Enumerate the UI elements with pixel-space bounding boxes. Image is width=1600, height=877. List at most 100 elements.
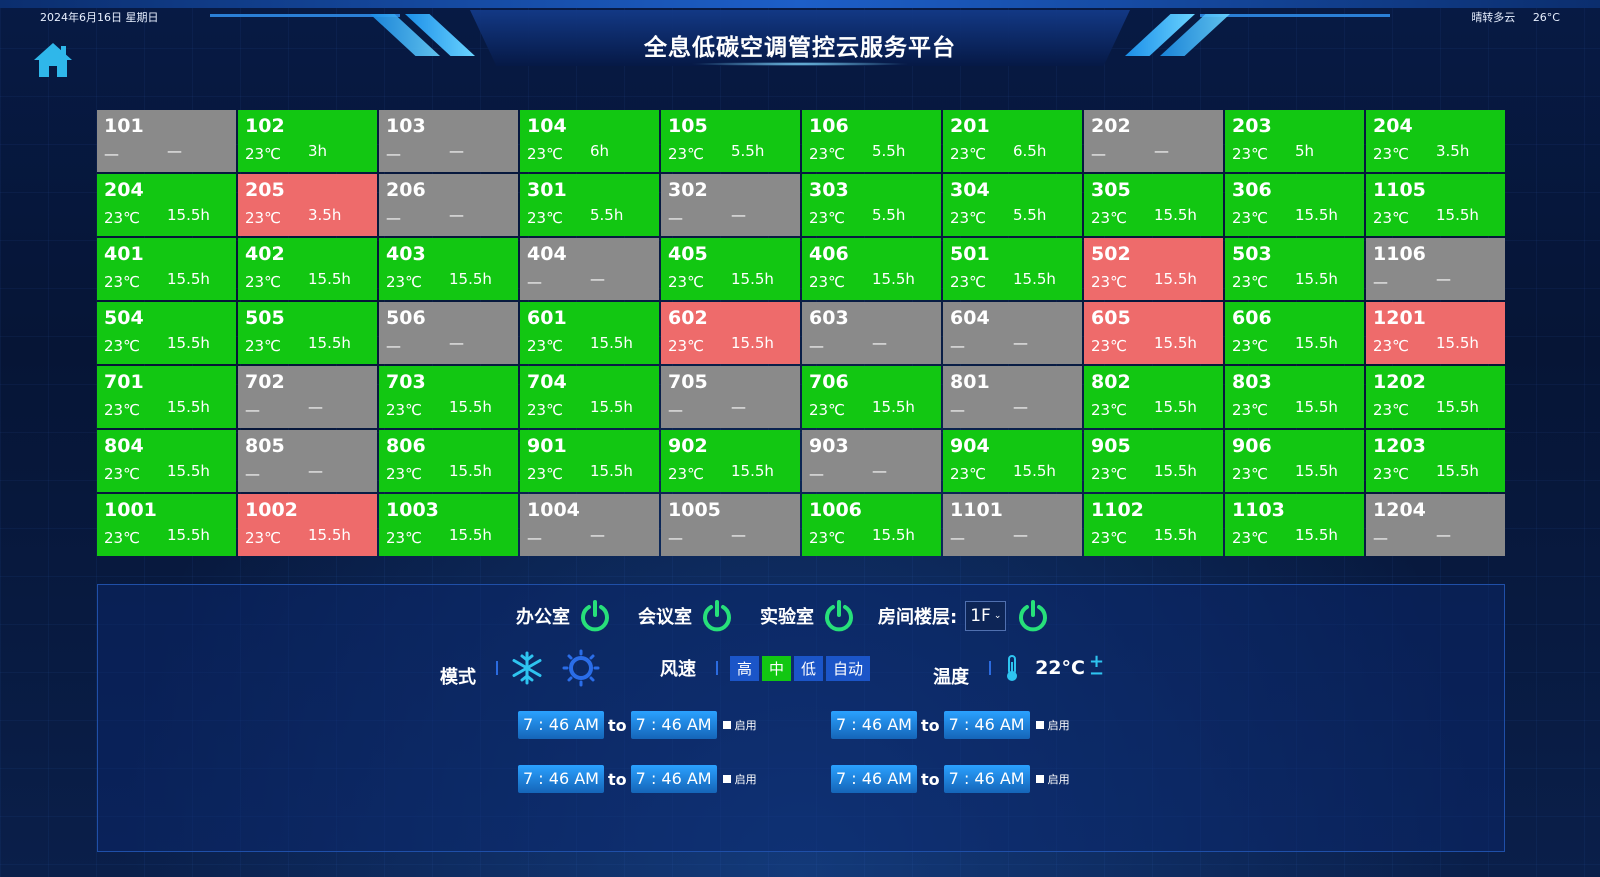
room-cell[interactable]: 903 — — (802, 430, 941, 492)
room-cell[interactable]: 405 23℃ 15.5h (661, 238, 800, 300)
room-cell[interactable]: 804 23℃ 15.5h (97, 430, 236, 492)
room-cell[interactable]: 701 23℃ 15.5h (97, 366, 236, 428)
meeting-power-icon[interactable] (700, 599, 734, 633)
room-cell[interactable]: 906 23℃ 15.5h (1225, 430, 1364, 492)
room-cell[interactable]: 205 23℃ 3.5h (238, 174, 377, 236)
room-cell[interactable]: 806 23℃ 15.5h (379, 430, 518, 492)
room-cell[interactable]: 505 23℃ 15.5h (238, 302, 377, 364)
room-cell[interactable]: 801 — — (943, 366, 1082, 428)
end-time-input[interactable]: 7 : 46 AM (943, 765, 1030, 793)
room-cell[interactable]: 103 — — (379, 110, 518, 172)
room-cell[interactable]: 1005 — — (661, 494, 800, 556)
room-cell[interactable]: 805 — — (238, 430, 377, 492)
room-cell[interactable]: 201 23℃ 6.5h (943, 110, 1082, 172)
fan-speed-option[interactable]: 中 (762, 655, 792, 681)
floor-select[interactable]: 1F ⌄ (965, 601, 1007, 631)
room-cell[interactable]: 1101 — — (943, 494, 1082, 556)
room-cell[interactable]: 206 — — (379, 174, 518, 236)
room-cell[interactable]: 302 — — (661, 174, 800, 236)
room-cell[interactable]: 301 23℃ 5.5h (520, 174, 659, 236)
enable-checkbox[interactable]: 启用 (1035, 717, 1070, 733)
room-cell[interactable]: 1006 23℃ 15.5h (802, 494, 941, 556)
room-cell[interactable]: 702 — — (238, 366, 377, 428)
room-cell[interactable]: 404 — — (520, 238, 659, 300)
end-time-input[interactable]: 7 : 46 AM (630, 711, 717, 739)
room-cell[interactable]: 703 23℃ 15.5h (379, 366, 518, 428)
start-time-input[interactable]: 7 : 46 AM (518, 765, 604, 793)
room-cell[interactable]: 902 23℃ 15.5h (661, 430, 800, 492)
room-cell[interactable]: 1201 23℃ 15.5h (1366, 302, 1505, 364)
room-cell[interactable]: 1204 — — (1366, 494, 1505, 556)
room-temp: — (386, 337, 401, 355)
lab-power-icon[interactable] (822, 599, 856, 633)
room-cell[interactable]: 1103 23℃ 15.5h (1225, 494, 1364, 556)
room-cell[interactable]: 704 23℃ 15.5h (520, 366, 659, 428)
room-cell[interactable]: 803 23℃ 15.5h (1225, 366, 1364, 428)
room-cell[interactable]: 604 — — (943, 302, 1082, 364)
room-cell[interactable]: 601 23℃ 15.5h (520, 302, 659, 364)
room-cell[interactable]: 504 23℃ 15.5h (97, 302, 236, 364)
room-cell[interactable]: 605 23℃ 15.5h (1084, 302, 1223, 364)
end-time-input[interactable]: 7 : 46 AM (943, 711, 1030, 739)
room-cell[interactable]: 403 23℃ 15.5h (379, 238, 518, 300)
temp-decrease-button[interactable]: − (1088, 663, 1105, 684)
fan-speed-option[interactable]: 高 (730, 655, 760, 681)
room-cell[interactable]: 905 23℃ 15.5h (1084, 430, 1223, 492)
room-cell[interactable]: 204 23℃ 3.5h (1366, 110, 1505, 172)
room-cell[interactable]: 1102 23℃ 15.5h (1084, 494, 1223, 556)
room-cell[interactable]: 1002 23℃ 15.5h (238, 494, 377, 556)
room-cell[interactable]: 406 23℃ 15.5h (802, 238, 941, 300)
room-cell[interactable]: 202 — — (1084, 110, 1223, 172)
room-cell[interactable]: 506 — — (379, 302, 518, 364)
room-cell[interactable]: 1106 — — (1366, 238, 1505, 300)
room-cell[interactable]: 303 23℃ 5.5h (802, 174, 941, 236)
room-cell[interactable]: 106 23℃ 5.5h (802, 110, 941, 172)
room-cell[interactable]: 606 23℃ 15.5h (1225, 302, 1364, 364)
room-cell[interactable]: 901 23℃ 15.5h (520, 430, 659, 492)
room-duration: 15.5h (167, 398, 210, 416)
room-cell[interactable]: 1003 23℃ 15.5h (379, 494, 518, 556)
room-cell[interactable]: 401 23℃ 15.5h (97, 238, 236, 300)
enable-checkbox[interactable]: 启用 (1035, 771, 1070, 787)
room-cell[interactable]: 1001 23℃ 15.5h (97, 494, 236, 556)
room-cell[interactable]: 706 23℃ 15.5h (802, 366, 941, 428)
room-cell[interactable]: 904 23℃ 15.5h (943, 430, 1082, 492)
enable-checkbox[interactable]: 启用 (722, 771, 757, 787)
room-cell[interactable]: 501 23℃ 15.5h (943, 238, 1082, 300)
temp-increase-button[interactable]: + (1088, 651, 1105, 672)
room-cell[interactable]: 705 — — (661, 366, 800, 428)
room-cell[interactable]: 306 23℃ 15.5h (1225, 174, 1364, 236)
room-cell[interactable]: 1004 — — (520, 494, 659, 556)
start-time-input[interactable]: 7 : 46 AM (831, 765, 917, 793)
home-icon[interactable] (32, 40, 74, 80)
room-cell[interactable]: 104 23℃ 6h (520, 110, 659, 172)
sun-icon[interactable] (562, 649, 600, 687)
room-cell[interactable]: 502 23℃ 15.5h (1084, 238, 1223, 300)
enable-checkbox[interactable]: 启用 (722, 717, 757, 733)
room-cell[interactable]: 802 23℃ 15.5h (1084, 366, 1223, 428)
room-cell[interactable]: 204 23℃ 15.5h (97, 174, 236, 236)
end-time-input[interactable]: 7 : 46 AM (630, 765, 717, 793)
fan-label: 风速 (660, 659, 696, 680)
start-time-input[interactable]: 7 : 46 AM (831, 711, 917, 739)
room-cell[interactable]: 101 — — (97, 110, 236, 172)
room-cell[interactable]: 304 23℃ 5.5h (943, 174, 1082, 236)
room-cell[interactable]: 105 23℃ 5.5h (661, 110, 800, 172)
fan-speed-option[interactable]: 低 (794, 655, 824, 681)
room-cell[interactable]: 1105 23℃ 15.5h (1366, 174, 1505, 236)
room-cell[interactable]: 503 23℃ 15.5h (1225, 238, 1364, 300)
room-duration: 5.5h (731, 142, 765, 160)
room-cell[interactable]: 1202 23℃ 15.5h (1366, 366, 1505, 428)
room-cell[interactable]: 402 23℃ 15.5h (238, 238, 377, 300)
floor-power-icon[interactable] (1016, 599, 1050, 633)
start-time-input[interactable]: 7 : 46 AM (518, 711, 604, 739)
room-cell[interactable]: 1203 23℃ 15.5h (1366, 430, 1505, 492)
room-cell[interactable]: 602 23℃ 15.5h (661, 302, 800, 364)
room-cell[interactable]: 603 — — (802, 302, 941, 364)
snowflake-icon[interactable] (510, 651, 544, 685)
fan-speed-option[interactable]: 自动 (826, 655, 871, 681)
room-cell[interactable]: 102 23℃ 3h (238, 110, 377, 172)
office-power-icon[interactable] (578, 599, 612, 633)
room-cell[interactable]: 305 23℃ 15.5h (1084, 174, 1223, 236)
room-cell[interactable]: 203 23℃ 5h (1225, 110, 1364, 172)
